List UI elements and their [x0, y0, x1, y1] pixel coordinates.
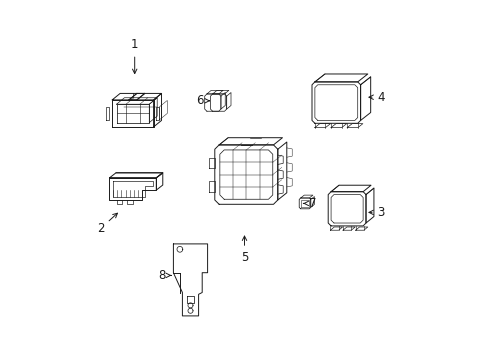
Text: 1: 1 — [131, 39, 138, 73]
Text: 5: 5 — [240, 236, 248, 264]
Text: 4: 4 — [368, 91, 384, 104]
Text: 7: 7 — [303, 197, 316, 210]
Text: 2: 2 — [97, 213, 117, 235]
Text: 8: 8 — [158, 269, 171, 282]
Text: 3: 3 — [368, 206, 384, 219]
Text: 6: 6 — [195, 94, 209, 107]
